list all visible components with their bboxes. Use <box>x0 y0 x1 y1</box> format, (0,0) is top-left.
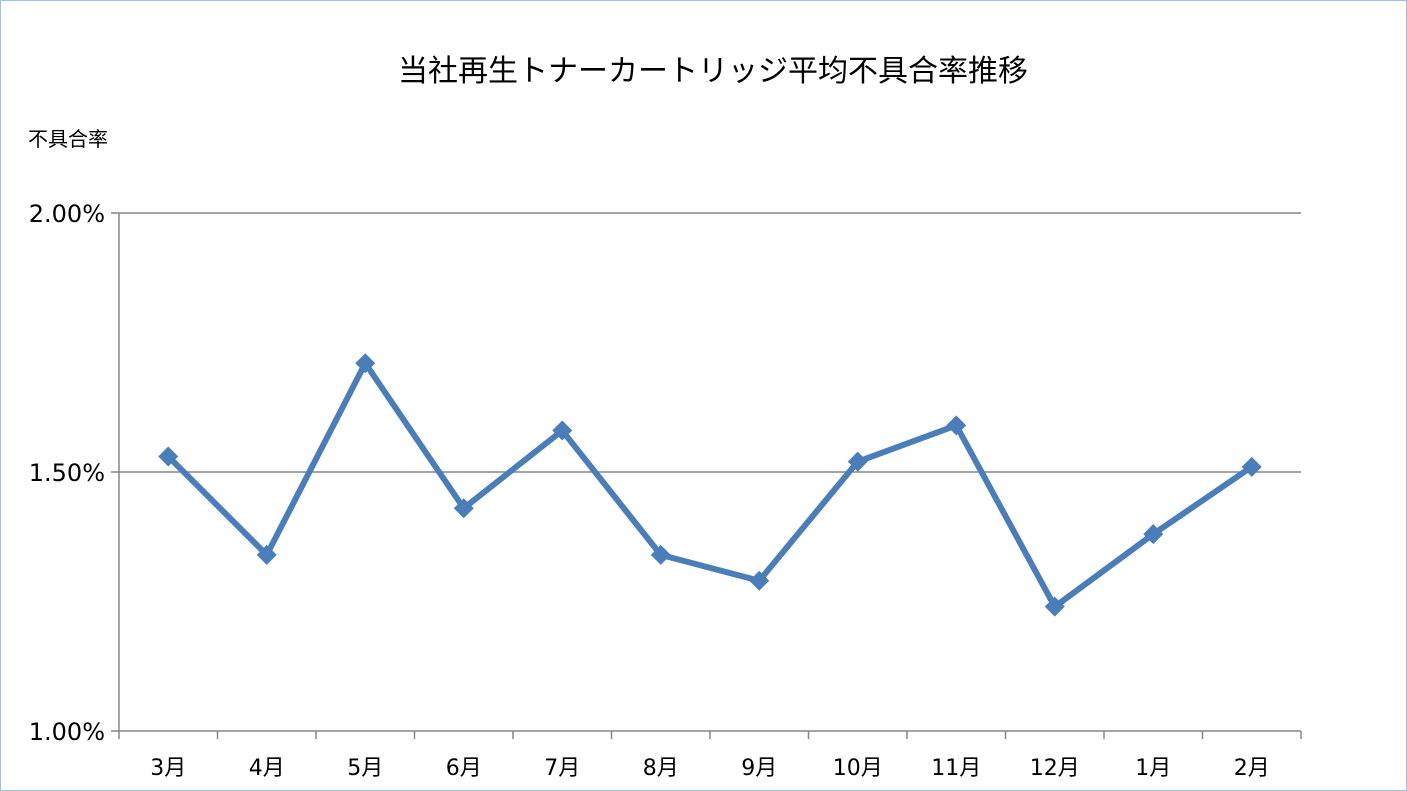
y-tick-labels: 1.00% 1.50% 2.00% <box>29 200 105 746</box>
x-tick-label: 10月 <box>833 756 883 781</box>
x-tick-labels: 3月 4月 5月 6月 7月 8月 9月 10月 11月 12月 1月 2月 <box>150 756 1270 781</box>
x-tick-label: 8月 <box>643 756 679 781</box>
y-tick-label: 1.50% <box>29 459 105 487</box>
x-tick-label: 4月 <box>249 756 285 781</box>
chart-title: 当社再生トナーカートリッジ平均不具合率推移 <box>398 54 1028 89</box>
data-point-marker <box>847 451 868 472</box>
y-tick-label: 1.00% <box>29 718 105 746</box>
data-markers <box>158 353 1262 617</box>
series-polyline <box>165 360 1255 610</box>
axes <box>111 212 1302 739</box>
x-tick-label: 9月 <box>741 756 777 781</box>
data-point-marker <box>158 446 179 467</box>
data-point-marker <box>1241 456 1262 477</box>
data-point-marker <box>946 415 967 436</box>
x-tick-label: 5月 <box>347 756 383 781</box>
data-point-marker <box>256 544 277 565</box>
data-point-marker <box>355 353 376 374</box>
data-point-marker <box>749 570 770 591</box>
data-point-marker <box>1143 524 1164 545</box>
x-tick-label: 11月 <box>931 756 981 781</box>
gridlines <box>119 212 1301 473</box>
x-tick-label: 1月 <box>1135 756 1171 781</box>
x-tick-label: 7月 <box>544 756 580 781</box>
series-line <box>165 360 1255 610</box>
data-point-marker <box>650 544 671 565</box>
y-axis-label: 不具合率 <box>28 127 108 151</box>
x-tick-label: 12月 <box>1030 756 1080 781</box>
data-point-marker <box>453 498 474 519</box>
x-tick-label: 6月 <box>446 756 482 781</box>
x-tick-label: 2月 <box>1234 756 1270 781</box>
data-point-marker <box>552 420 573 441</box>
data-point-marker <box>1044 596 1065 617</box>
x-tick-label: 3月 <box>150 756 186 781</box>
y-tick-label: 2.00% <box>29 200 105 228</box>
